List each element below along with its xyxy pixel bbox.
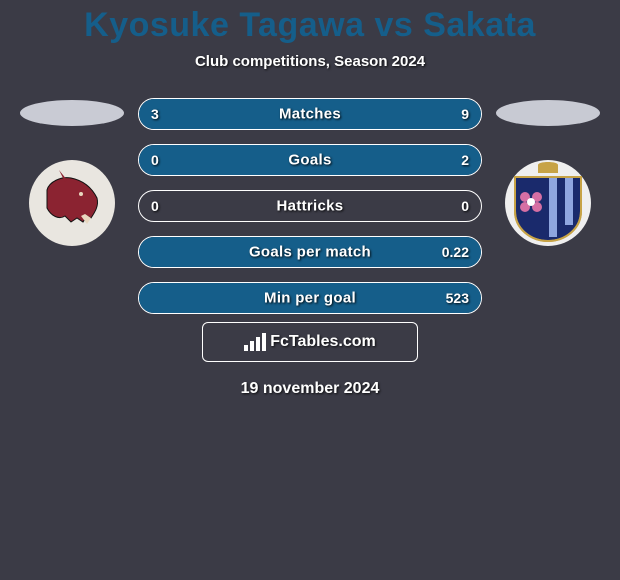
brand-box[interactable]: FcTables.com bbox=[202, 322, 418, 362]
stats-column: 39Matches 02Goals 00Hattricks 0.22Goals per… bbox=[138, 98, 482, 314]
brand-label: FcTables.com bbox=[270, 333, 376, 351]
page-title: Kyosuke Tagawa vs Sakata bbox=[0, 6, 620, 45]
left-club-badge bbox=[29, 160, 115, 246]
page-subtitle: Club competitions, Season 2024 bbox=[0, 53, 620, 70]
comparison-card: Kyosuke Tagawa vs Sakata Club competitio… bbox=[0, 0, 620, 398]
stat-bar: 523Min per goal bbox=[138, 282, 482, 314]
stat-label: Min per goal bbox=[139, 290, 481, 307]
generation-date: 19 november 2024 bbox=[0, 380, 620, 398]
stat-label: Goals bbox=[139, 152, 481, 169]
stat-bar: 00Hattricks bbox=[138, 190, 482, 222]
right-club-badge bbox=[505, 160, 591, 246]
left-player-column bbox=[20, 98, 124, 246]
bars-icon bbox=[244, 333, 266, 351]
cerezo-icon bbox=[509, 161, 587, 245]
stat-bar: 0.22Goals per match bbox=[138, 236, 482, 268]
stat-label: Hattricks bbox=[139, 198, 481, 215]
stat-bar: 02Goals bbox=[138, 144, 482, 176]
coyote-icon bbox=[37, 168, 107, 238]
stat-label: Goals per match bbox=[139, 244, 481, 261]
stat-bar: 39Matches bbox=[138, 98, 482, 130]
stat-label: Matches bbox=[139, 106, 481, 123]
right-player-column bbox=[496, 98, 600, 246]
main-row: 39Matches 02Goals 00Hattricks 0.22Goals per… bbox=[0, 98, 620, 314]
right-player-placeholder bbox=[496, 100, 600, 126]
left-player-placeholder bbox=[20, 100, 124, 126]
